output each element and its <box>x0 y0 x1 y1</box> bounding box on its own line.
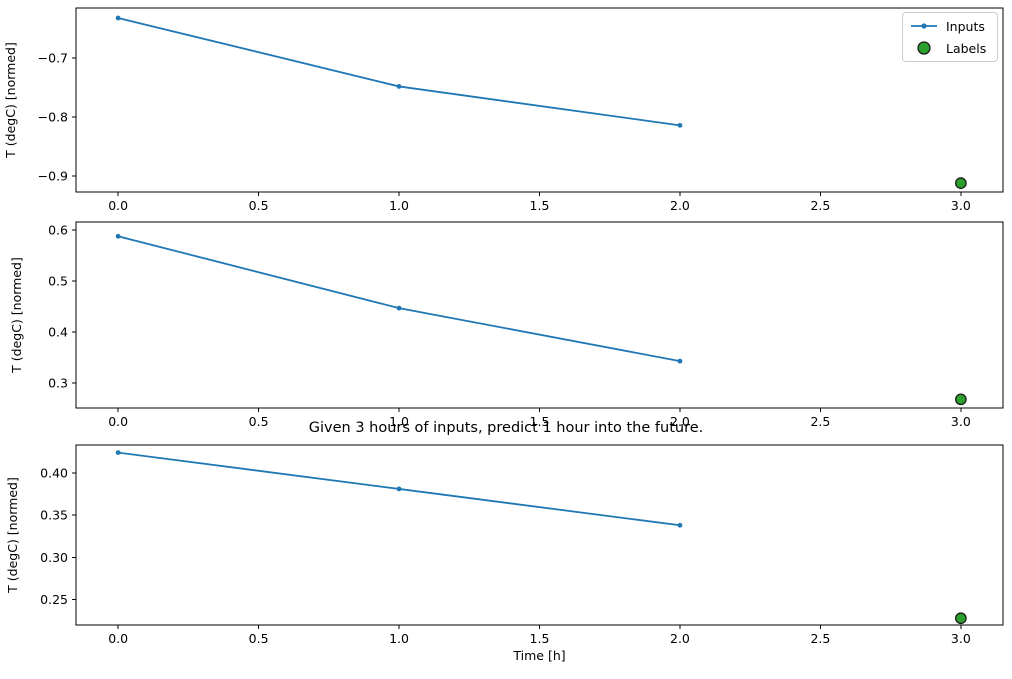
subplot-1-x-tick-label: 1.0 <box>389 198 409 213</box>
legend: Inputs Labels <box>902 12 998 62</box>
subplot-1-x-tick-label: 2.5 <box>810 198 830 213</box>
subplot-2-x-tick-label: 2.0 <box>670 414 690 429</box>
x-axis-label: Time [h] <box>513 648 566 663</box>
labels-legend-marker-icon <box>909 40 939 56</box>
subplot-1-x-tick-label: 3.0 <box>951 198 971 213</box>
subplot-2-input-marker <box>115 233 121 239</box>
subplot-2-axes-frame <box>75 221 1004 409</box>
legend-label-inputs: Inputs <box>946 18 985 34</box>
subplot-3-x-tick-label: 2.0 <box>670 631 690 646</box>
subplot-1-y-axis-label: T (degC) [normed] <box>3 42 18 159</box>
subplot-3-axes-frame <box>75 444 1004 626</box>
inputs-legend-dot <box>921 23 927 29</box>
subplot-2-x-tick-label: 0.5 <box>249 414 269 429</box>
subplot-2-x-tick-label: 0.0 <box>108 414 128 429</box>
subplot-1-x-tick-label: 2.0 <box>670 198 690 213</box>
subplot-3-x-tick-label: 1.5 <box>530 631 550 646</box>
subplot-1-inputs-line <box>117 17 681 127</box>
subplot-2-y-tick-label: 0.4 <box>48 325 68 340</box>
subplot-3-y-tick-label: 0.35 <box>40 508 68 523</box>
subplot-2-y-axis-label: T (degC) [normed] <box>9 257 24 374</box>
labels-legend-dot <box>917 41 931 55</box>
subplot-2-inputs-line <box>117 235 681 363</box>
inputs-legend-marker-icon <box>909 18 939 34</box>
subplot-2-x-tick-label: 3.0 <box>951 414 971 429</box>
subplot-2-label-marker <box>955 393 967 406</box>
subplot-3-y-tick-label: 0.40 <box>40 465 68 480</box>
legend-entry-inputs: Inputs <box>909 17 991 36</box>
subplot-1-x-tick-label: 0.5 <box>249 198 269 213</box>
subplot-3-x-tick-label: 1.0 <box>389 631 409 646</box>
subplot-2-x-tick-label: 1.0 <box>389 414 409 429</box>
subplot-2-x-tick-label: 1.5 <box>530 414 550 429</box>
subplot-1-label-marker <box>955 177 967 190</box>
subplot-3-x-tick-label: 3.0 <box>951 631 971 646</box>
subplot-3-y-tick-label: 0.30 <box>40 550 68 565</box>
subplot-1-axes-frame <box>75 7 1004 193</box>
subplot-1-y-tick-label: −0.7 <box>38 51 68 66</box>
subplot-1-x-tick-label: 1.5 <box>530 198 550 213</box>
subplot-1-input-marker <box>115 15 121 21</box>
subplot-3-label-marker <box>955 612 967 625</box>
subplot-3-input-marker <box>677 522 683 528</box>
subplot-3-input-marker <box>115 450 121 456</box>
subplot-2-y-tick-label: 0.3 <box>48 376 68 391</box>
subplot-3-input-marker <box>396 486 402 492</box>
subplot-2-input-marker <box>396 305 402 311</box>
subplot-3-x-tick-label: 0.0 <box>108 631 128 646</box>
subplot-2-input-marker <box>677 358 683 364</box>
subplot-3-x-tick-label: 0.5 <box>249 631 269 646</box>
legend-entry-labels: Labels <box>909 39 991 58</box>
subplot-2-x-tick-label: 2.5 <box>810 414 830 429</box>
subplot-3-y-tick-label: 0.25 <box>40 592 68 607</box>
subplot-2-y-tick-label: 0.6 <box>48 223 68 238</box>
subplot-1-x-tick-label: 0.0 <box>108 198 128 213</box>
subplot-1-input-marker <box>677 122 683 128</box>
subplot-2-y-tick-label: 0.5 <box>48 274 68 289</box>
subplot-1-y-tick-label: −0.8 <box>38 110 68 125</box>
subplot-3-y-axis-label: T (degC) [normed] <box>5 477 20 594</box>
legend-label-labels: Labels <box>946 40 987 56</box>
subplot-1-y-tick-label: −0.9 <box>38 169 68 184</box>
subplot-3-x-tick-label: 2.5 <box>810 631 830 646</box>
subplot-1-input-marker <box>396 84 402 89</box>
